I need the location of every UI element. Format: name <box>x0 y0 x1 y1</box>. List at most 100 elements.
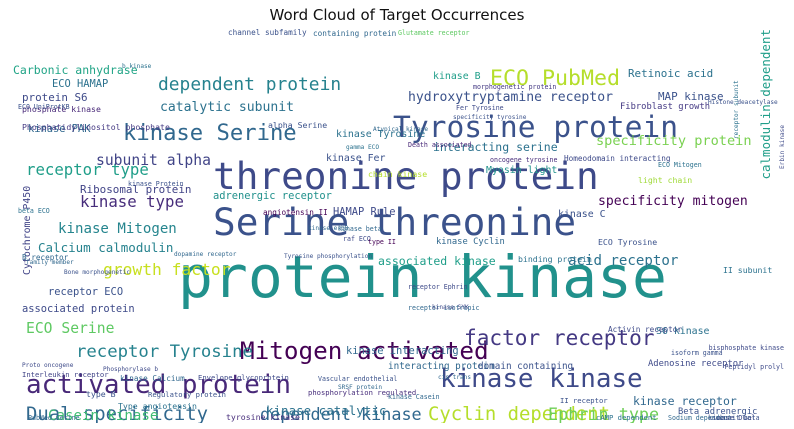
word-protein-kinase: protein kinase <box>178 243 667 311</box>
word-dual-specificity: Dual specificity <box>26 403 208 423</box>
word-regulatory-protein: Regulatory protein <box>148 390 226 399</box>
word-receptor-subunit: receptor subunit <box>733 80 740 139</box>
word-receptor-isotropic: receptor isotropic <box>408 304 479 312</box>
word-channel-subfamily: channel subfamily <box>228 28 307 37</box>
word-tyrosine-phosphorylation: Tyrosine phosphorylation <box>284 253 372 260</box>
word-adrenergic-receptor: adrenergic receptor <box>213 190 332 202</box>
word-fibroblast-growth: Fibroblast growth <box>620 102 710 112</box>
word-phosphatidylinositol-phosphate: Phosphatidylinositol phosphate <box>22 122 170 132</box>
word-calmodulin-dependent: calmodulin dependent <box>758 29 773 180</box>
word-cytochrome-p450: Cytochrome P450 <box>22 186 33 275</box>
word-beta-eco: beta ECO <box>18 207 50 215</box>
word-morphogenetic-protein: morphogenetic protein <box>473 83 556 91</box>
word-serine-threonine: Serine threonine <box>213 200 576 244</box>
word-tyrosine-kinase: tyrosine kinase <box>226 412 300 422</box>
word-death-associated: Death associated <box>408 141 472 149</box>
word-kinase-catalytic: kinase catalytic <box>266 403 386 418</box>
word-eco-tyrosine: ECO Tyrosine <box>598 237 657 247</box>
word-protein-s6: protein S6 <box>22 91 88 104</box>
word-alpha-serine: alpha Serine <box>268 120 327 130</box>
word-cis-trans: cis trans <box>438 374 471 381</box>
word-retinoic-acid: Retinoic acid <box>628 67 713 80</box>
word-activin-receptor: Activin receptor <box>608 325 682 334</box>
word-homeodomain-interacting: Homeodomain interacting <box>564 154 670 163</box>
word-subunit-beta: subunit beta <box>712 414 760 422</box>
word-associated-protein: associated protein <box>22 303 135 315</box>
word-raf-eco: raf ECO <box>343 235 371 243</box>
word-calcium-calmodulin: Calcium calmodulin <box>38 240 173 255</box>
word-carbonic-anhydrase: Carbonic anhydrase <box>13 63 138 77</box>
word-kinase-interacting: kinase interacting <box>346 345 459 357</box>
word-fer-tyrosine: Fer Tyrosine <box>456 104 504 112</box>
word-oncogene-tyrosine: oncogene tyrosine <box>490 156 558 164</box>
word-ii-receptor: II receptor <box>560 396 608 405</box>
word-proto-oncogene: Proto oncogene <box>22 362 74 369</box>
word-kinase-syk: kinase SYK <box>432 304 469 311</box>
word-envelope-glycoprotein: Envelope glycoprotein <box>198 373 289 382</box>
word-interleukin-receptor: Interleukin receptor <box>22 370 109 379</box>
word-atypical-kinase: Atypical kinase <box>373 126 428 133</box>
word-subunit-alpha: subunit alpha <box>96 152 211 169</box>
word-light-chain: light chain <box>638 175 692 185</box>
word-hydroxytryptamine-receptor: hydroxytryptamine receptor <box>408 90 613 105</box>
word-ribosomal-protein: Ribosomal protein <box>80 183 191 196</box>
word-kinase-dual: kinase Dual <box>708 413 756 422</box>
word-erbin-kinase: Erbin kinase <box>779 125 786 169</box>
word-map-kinase: MAP kinase <box>658 90 724 103</box>
word-kinase-receptor: kinase receptor <box>633 394 737 408</box>
word-receptor-tyrosine: receptor Tyrosine <box>76 342 253 362</box>
word-eco-hamap: ECO HAMAP <box>52 78 108 90</box>
word-factor-receptor: factor receptor <box>464 325 655 350</box>
word-kinase-cyclin: kinase Cyclin <box>436 237 505 247</box>
word-phosphorylation-regulated: phosphorylation regulated <box>308 388 416 397</box>
word-specificity-tyrosine: specificity tyrosine <box>453 114 527 121</box>
word-containing-protein: containing protein <box>313 29 396 38</box>
word-hamap-rule: HAMAP Rule <box>333 206 396 218</box>
word-dependent-kinase: dependent kinase <box>260 404 422 423</box>
word-sodium-dependent: Sodium dependent <box>668 414 732 422</box>
word-catalytic-subunit: catalytic subunit <box>160 100 294 115</box>
word-peptidyl-prolyl: Peptidyl prolyl <box>724 363 784 371</box>
word-kinase-tyrosine: kinase Tyrosine <box>336 129 425 140</box>
word-kinase-c: kinase C <box>558 209 606 220</box>
word-bone-morphogenetic: Bone morphogenetic <box>64 269 130 276</box>
word-chain-kinase: chain kinase <box>368 169 427 179</box>
word-b-receptor: B receptor <box>22 253 69 262</box>
word-kinase-mitogen: kinase Mitogen <box>58 221 177 237</box>
word-interacting-serine: interacting serine <box>433 140 558 154</box>
word-type-ii: type II <box>368 238 396 246</box>
word-s6-kinase: S6 kinase <box>656 326 710 337</box>
word-domain-containing: domain containing <box>478 361 573 372</box>
word-eco-uniprotkb: ECO UniProtKB <box>18 103 70 111</box>
word-beta-adrenergic: Beta adrenergic <box>678 407 757 417</box>
word-dopamine-receptor: dopamine receptor <box>174 251 237 258</box>
word-b-kinase: b kinase <box>122 63 152 70</box>
word-dependent-protein: dependent protein <box>158 74 341 95</box>
word-interacting-protein: interacting protein <box>388 361 494 372</box>
word-ii-subunit: II subunit <box>723 265 772 275</box>
word-acid-receptor: acid receptor <box>568 253 678 269</box>
word-associated-kinase: associated kinase <box>378 254 496 268</box>
word-kinase-fer: kinase Fer <box>326 153 386 164</box>
word-threonine-protein: threonine protein <box>213 154 599 198</box>
word-kinase-erbb: kinase erbB <box>308 225 349 232</box>
word-receptor-eco: receptor ECO <box>48 286 123 298</box>
word-angiotensin-ii: angiotensin II <box>263 208 328 217</box>
word-tyrosine-protein: Tyrosine protein <box>393 110 678 144</box>
word-eco-serine: ECO Serine <box>26 320 114 337</box>
word-kinase-beta: kinase beta <box>338 225 382 233</box>
word-gamma-eco: gamma ECO <box>346 144 379 151</box>
word-binding-protein: binding protein <box>518 254 592 264</box>
word-kinase-serine: kinase Serine <box>123 120 297 146</box>
word-pubmed-serine: PubMed Serine <box>28 414 80 422</box>
word-family-member: family member <box>26 259 74 266</box>
word-camp-dependent: cAMP dependent <box>596 413 657 422</box>
word-phosphorylase-b: Phosphorylase b <box>103 366 158 373</box>
word-phosphate-kinase: phosphate kinase <box>22 104 101 114</box>
chart-title: Word Cloud of Target Occurrences <box>269 6 525 24</box>
word-kinase-b: kinase B <box>433 71 481 82</box>
word-specificity-protein: specificity protein <box>596 133 752 149</box>
word-eco-mitogen: ECO Mitogen <box>658 161 702 169</box>
word-histone-deacetylase: Histone deacetylase <box>708 99 778 106</box>
